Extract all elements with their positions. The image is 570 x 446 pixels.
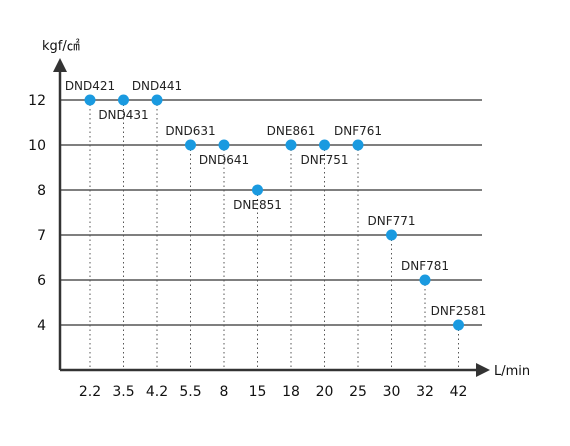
x-tick-label: 18	[282, 384, 300, 400]
x-tick-label: 8	[220, 384, 229, 400]
data-points	[84, 94, 464, 331]
y-axis-arrow	[53, 58, 67, 72]
y-tick-label: 4	[37, 318, 46, 334]
point-label: DND431	[98, 108, 148, 122]
point-label: DND631	[165, 124, 215, 138]
drop-lines	[89, 100, 459, 370]
point-label: DNE851	[233, 198, 282, 212]
point-label: DNF751	[300, 153, 348, 167]
x-tick-label: 32	[416, 384, 434, 400]
data-point	[185, 139, 196, 151]
grid-layer	[60, 99, 482, 326]
point-label: DND641	[199, 153, 249, 167]
x-tick-label: 42	[450, 384, 468, 400]
x-tick-label: 25	[349, 384, 367, 400]
data-point	[84, 94, 96, 106]
data-point	[285, 139, 297, 151]
x-tick-label: 2.2	[79, 384, 101, 400]
x-tick-label: 30	[383, 384, 401, 400]
point-label: DNF2581	[431, 304, 487, 318]
x-axis-arrow	[476, 363, 490, 377]
point-label: DNF781	[401, 259, 449, 273]
point-labels: DND421 DND431 DND441 DND631 DND641 DNE851 DNE8…	[65, 79, 487, 318]
point-label: DND421	[65, 79, 115, 93]
x-axis-label: L/min	[494, 364, 530, 379]
data-point	[118, 94, 129, 106]
y-tick-label: 8	[37, 183, 46, 199]
point-label: DNF761	[334, 124, 382, 138]
x-tick-label: 4.2	[146, 384, 168, 400]
y-tick-label: 7	[37, 228, 46, 244]
y-tick-label: 12	[28, 93, 46, 109]
data-point	[419, 274, 431, 286]
data-point	[218, 139, 230, 151]
point-label: DNF771	[367, 214, 415, 228]
x-tick-label: 15	[249, 384, 267, 400]
x-tick-label: 20	[316, 384, 334, 400]
point-label: DND441	[132, 79, 182, 93]
x-tick-label: 5.5	[179, 384, 201, 400]
axes: kgf/㎠ L/min	[42, 39, 530, 379]
data-point	[453, 319, 464, 331]
data-point	[252, 184, 263, 196]
x-tick-label: 3.5	[112, 384, 134, 400]
data-point	[352, 139, 364, 151]
point-label: DNE861	[267, 124, 316, 138]
y-tick-labels: 4 6 7 8 10 12	[28, 93, 46, 334]
y-axis-label: kgf/㎠	[42, 39, 80, 54]
data-point	[319, 139, 330, 151]
data-point	[386, 229, 397, 241]
y-tick-label: 6	[37, 273, 46, 289]
x-tick-labels: 2.2 3.5 4.2 5.5 8 15 18 20 25 30 32 42	[79, 384, 468, 400]
data-point	[151, 94, 163, 106]
y-tick-label: 10	[28, 138, 46, 154]
